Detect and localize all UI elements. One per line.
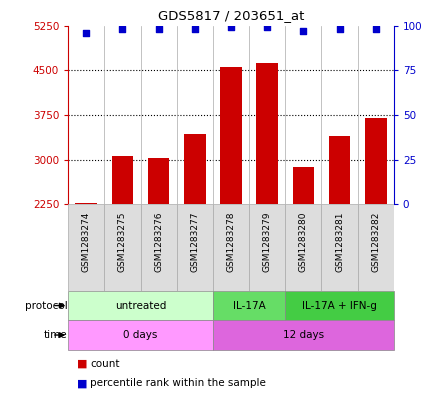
Text: GDS5817 / 203651_at: GDS5817 / 203651_at	[158, 9, 304, 22]
Bar	[257, 63, 278, 204]
Bar	[293, 167, 314, 204]
FancyBboxPatch shape	[68, 204, 104, 291]
Text: ■: ■	[77, 358, 88, 369]
Text: GSM1283274: GSM1283274	[82, 211, 91, 272]
Point	[227, 24, 235, 31]
Point	[372, 26, 379, 32]
Text: count: count	[90, 358, 120, 369]
Point	[119, 26, 126, 32]
Bar	[213, 291, 285, 320]
Text: GSM1283278: GSM1283278	[227, 211, 235, 272]
FancyBboxPatch shape	[249, 204, 285, 291]
Text: GSM1283282: GSM1283282	[371, 211, 380, 272]
Text: 12 days: 12 days	[283, 330, 324, 340]
Bar	[68, 291, 213, 320]
Bar	[220, 67, 242, 204]
Text: 0 days: 0 days	[123, 330, 158, 340]
Point	[155, 26, 162, 32]
Bar	[285, 291, 394, 320]
Text: IL-17A + IFN-g: IL-17A + IFN-g	[302, 301, 377, 310]
Bar	[184, 134, 205, 204]
Text: ■: ■	[77, 378, 88, 388]
FancyBboxPatch shape	[322, 204, 358, 291]
Text: percentile rank within the sample: percentile rank within the sample	[90, 378, 266, 388]
Bar	[112, 156, 133, 204]
Point	[336, 26, 343, 32]
Text: IL-17A: IL-17A	[233, 301, 265, 310]
FancyBboxPatch shape	[285, 204, 322, 291]
Text: GSM1283279: GSM1283279	[263, 211, 271, 272]
Point	[264, 24, 271, 31]
Bar	[68, 320, 213, 350]
Bar	[148, 158, 169, 204]
Bar	[213, 320, 394, 350]
Bar	[365, 118, 387, 204]
Point	[83, 29, 90, 36]
Text: GSM1283280: GSM1283280	[299, 211, 308, 272]
Text: GSM1283281: GSM1283281	[335, 211, 344, 272]
Text: untreated: untreated	[115, 301, 166, 310]
Bar	[329, 136, 350, 204]
Text: GSM1283277: GSM1283277	[191, 211, 199, 272]
FancyBboxPatch shape	[358, 204, 394, 291]
Point	[300, 28, 307, 34]
FancyBboxPatch shape	[104, 204, 140, 291]
Bar	[75, 203, 97, 204]
Text: protocol: protocol	[25, 301, 67, 310]
FancyBboxPatch shape	[213, 204, 249, 291]
FancyBboxPatch shape	[177, 204, 213, 291]
Text: time: time	[44, 330, 67, 340]
Text: GSM1283276: GSM1283276	[154, 211, 163, 272]
Text: GSM1283275: GSM1283275	[118, 211, 127, 272]
Point	[191, 26, 198, 32]
FancyBboxPatch shape	[140, 204, 177, 291]
